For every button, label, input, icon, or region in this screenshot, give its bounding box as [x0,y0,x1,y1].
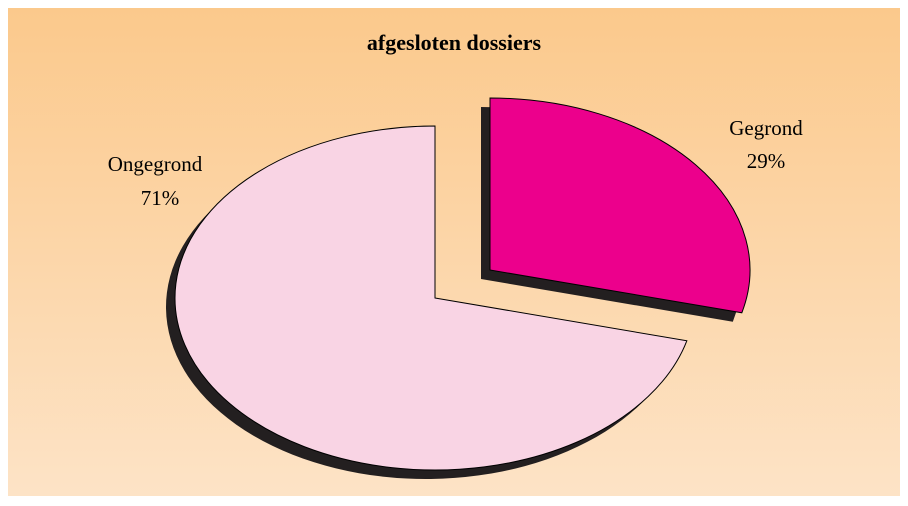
slice-value-label: 71% [141,186,180,210]
pie-slice [174,125,688,471]
slice-value-label: 29% [747,149,786,173]
slice-label: Gegrond [729,116,803,140]
pie-slice [489,97,751,314]
chart-title: afgesloten dossiers [367,30,542,55]
slice-label: Ongegrond [108,152,203,176]
slices [174,97,751,471]
